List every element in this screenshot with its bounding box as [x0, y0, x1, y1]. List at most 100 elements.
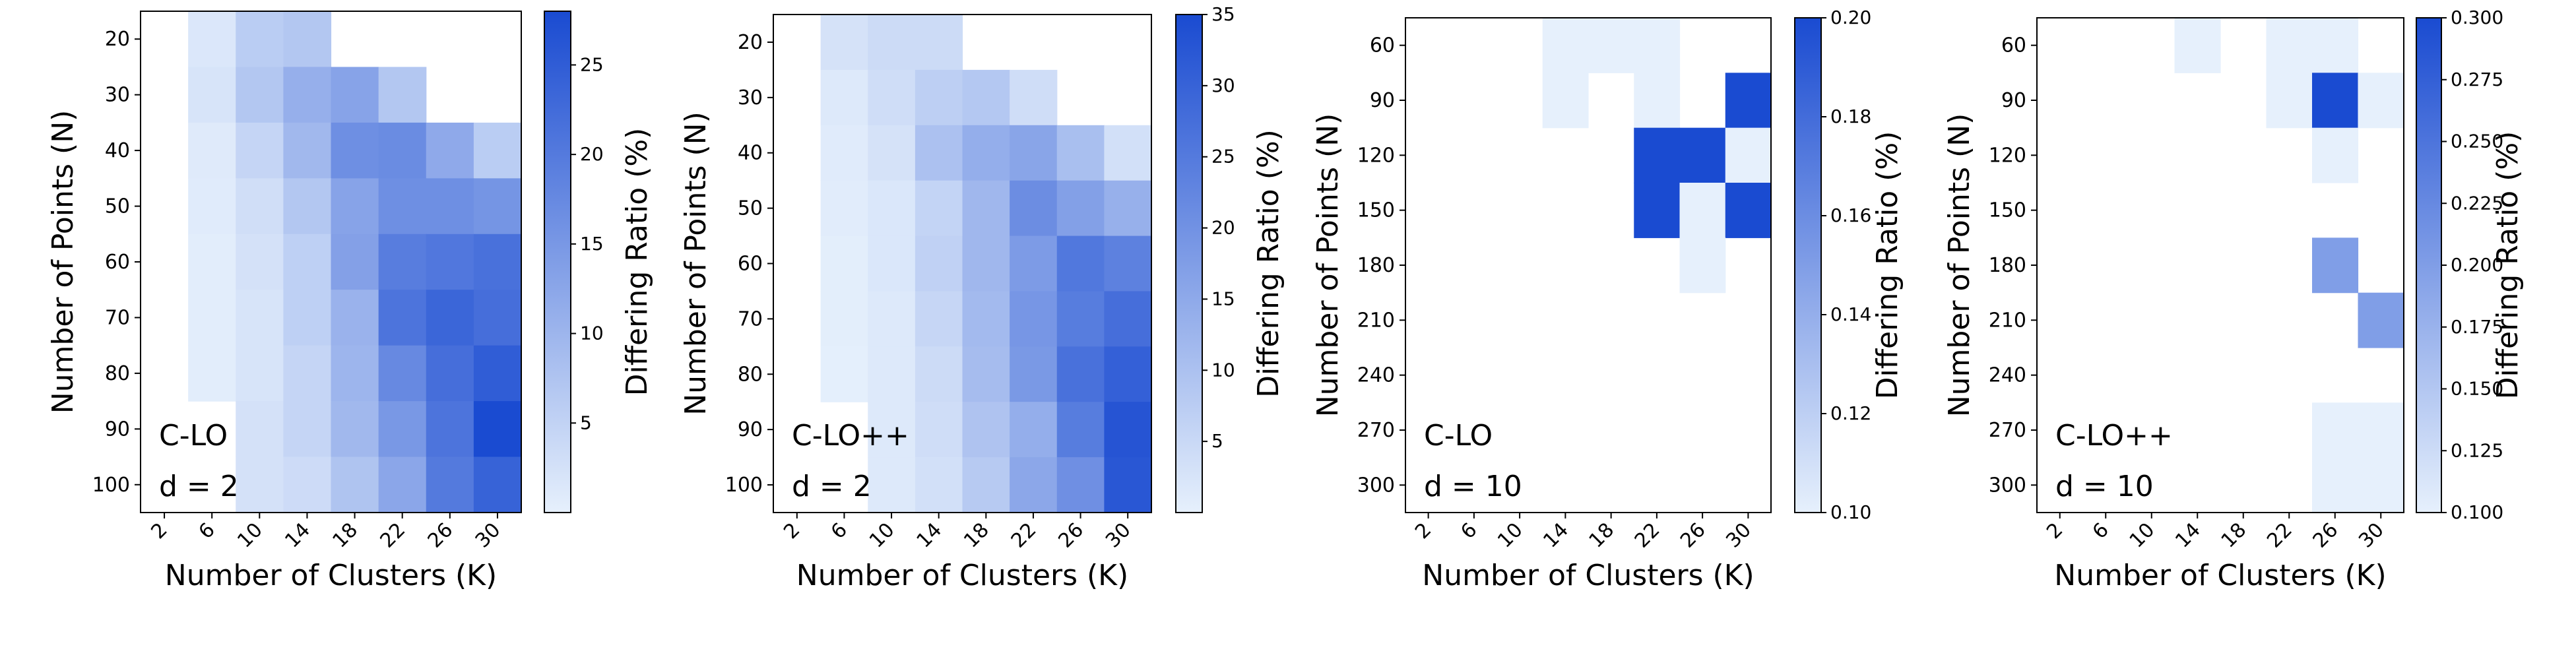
colorbar-bar	[2416, 17, 2442, 513]
colorbar-bar	[1175, 14, 1203, 513]
y-tick-label: 180	[1357, 254, 1395, 277]
y-tick-label: 300	[1357, 474, 1395, 497]
heatmap-cell	[1056, 125, 1105, 181]
heatmap-cell	[2358, 73, 2404, 129]
y-tick-label: 40	[105, 139, 130, 162]
x-tick-label: 2	[1411, 518, 1436, 544]
x-tick-label: 30	[2354, 518, 2389, 553]
heatmap-cell	[1634, 183, 1681, 238]
method-label: C-LO++	[2055, 419, 2173, 453]
colorbar: 0.100 0.125 0.150 0.175 0.200 0.225 0.250 0.275…	[2416, 7, 2525, 523]
heatmap-cell	[426, 178, 474, 235]
x-tick-label: 22	[1007, 518, 1041, 553]
colorbar-tick-label: 0.175	[2451, 316, 2503, 338]
heatmap-cell	[236, 122, 284, 179]
heatmap-cell	[2312, 127, 2359, 183]
heatmap-cell	[820, 69, 868, 126]
heatmap-cell	[1010, 69, 1058, 126]
x-tick-label: 30	[1722, 518, 1756, 553]
y-tick-label: 270	[1357, 419, 1395, 442]
heatmap-cell	[283, 11, 332, 68]
colorbar-tick-label: 0.18	[1830, 106, 1871, 127]
colorbar-tick-label: 0.10	[1830, 501, 1871, 523]
heatmap-cell	[2266, 73, 2313, 129]
y-tick-label: 240	[1989, 364, 2026, 387]
heatmap-cell	[1588, 18, 1634, 73]
y-tick-label: 180	[1989, 254, 2026, 277]
heatmap-cell	[236, 456, 284, 513]
heatmap-cell	[188, 290, 236, 346]
x-tick-label: 18	[959, 518, 994, 553]
x-tick-label: 14	[2171, 518, 2205, 553]
heatmap-cell	[473, 290, 522, 346]
y-tick-label: 70	[105, 306, 130, 329]
heatmap-cell	[820, 15, 868, 71]
heatmap-cell	[473, 234, 522, 290]
x-tick-label: 6	[195, 518, 220, 544]
heatmap-cell	[2312, 73, 2359, 129]
heatmap-cell	[378, 122, 427, 179]
heatmap-cell	[331, 456, 379, 513]
heatmap-cell	[1010, 402, 1058, 458]
heatmap-cell	[426, 234, 474, 290]
heatmap-cell	[915, 69, 963, 126]
y-tick-label: 100	[725, 474, 763, 497]
y-tick-label: 60	[2001, 34, 2026, 57]
colorbar-tick-label: 0.100	[2451, 501, 2503, 523]
colorbar-bar	[1794, 17, 1822, 513]
heatmap-cell	[1010, 457, 1058, 513]
heatmap-cell	[331, 122, 379, 179]
x-axis-label: Number of Clusters (K)	[796, 559, 1128, 592]
colorbar-tick-label: 0.225	[2451, 192, 2503, 214]
heatmap-cell	[2358, 292, 2404, 348]
y-tick-label: 30	[738, 86, 763, 110]
heatmap-cell	[188, 67, 236, 123]
y-tick-label: 70	[738, 307, 763, 330]
heatmap-cell	[188, 234, 236, 290]
y-tick-label: 50	[105, 195, 130, 218]
heatmap-cell	[426, 456, 474, 513]
heatmap-cell	[236, 178, 284, 235]
heatmap-cell	[378, 345, 427, 402]
heatmap-cell	[915, 235, 963, 292]
heatmap-cell	[2312, 402, 2359, 458]
heatmap-cell	[188, 345, 236, 402]
y-tick-label: 80	[738, 363, 763, 386]
heatmap-cell	[868, 125, 916, 181]
heatmap-cell	[962, 125, 1010, 181]
heatmap-cell	[283, 401, 332, 458]
heatmap-cell	[1634, 18, 1681, 73]
x-tick-label: 18	[328, 518, 362, 553]
heatmap-cell	[1542, 73, 1589, 129]
heatmap-cell	[236, 401, 284, 458]
y-tick-label: 120	[1989, 144, 2026, 167]
heatmap-cell	[283, 456, 332, 513]
y-tick-label: 240	[1357, 364, 1395, 387]
heatmap-cell	[331, 401, 379, 458]
x-tick-label: 14	[913, 518, 947, 553]
x-tick-label: 18	[2217, 518, 2251, 553]
heatmap-cell	[1104, 125, 1152, 181]
x-tick-label: 6	[827, 518, 852, 544]
heatmap-cell	[1010, 180, 1058, 237]
x-tick-label: 26	[424, 518, 458, 553]
x-tick-label: 14	[280, 518, 315, 553]
heatmap-cell	[188, 178, 236, 235]
method-label: C-LO	[1424, 419, 1493, 453]
colorbar-tick-label: 0.20	[1830, 7, 1871, 28]
heatmap-cell	[915, 125, 963, 181]
colorbar-tick-label: 0.300	[2451, 7, 2503, 28]
dimension-label: d = 10	[2055, 470, 2154, 503]
y-tick-label: 90	[1370, 89, 1395, 112]
x-tick-label: 2	[146, 518, 172, 544]
heatmap-cell	[283, 67, 332, 123]
colorbar-tick-label: 25	[1211, 146, 1235, 168]
colorbar-label: Differing Ratio (%)	[1871, 131, 1904, 400]
heatmap-cell	[1056, 291, 1105, 347]
heatmap-cell	[1104, 346, 1152, 402]
heatmap-cell	[1104, 291, 1152, 347]
heatmap-cell	[962, 69, 1010, 126]
colorbar-tick-label: 0.16	[1830, 204, 1871, 226]
heatmap-cell	[1056, 235, 1105, 292]
